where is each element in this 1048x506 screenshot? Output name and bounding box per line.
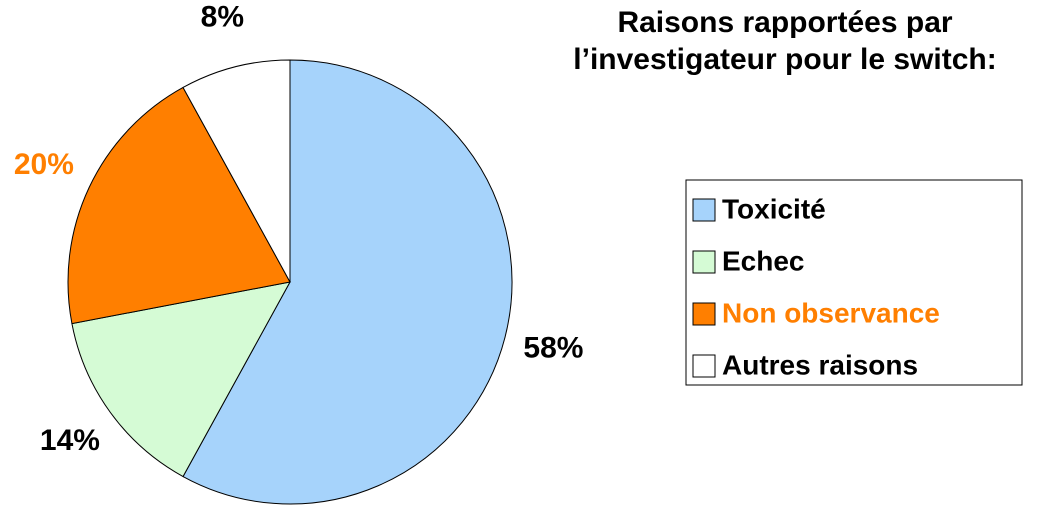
data-label: 20% <box>14 148 74 181</box>
legend-label: Echec <box>722 245 805 276</box>
legend-swatch <box>692 302 716 326</box>
pie-slice <box>182 59 291 283</box>
chart-title: Raisons rapportées par l’investigateur p… <box>573 6 997 76</box>
legend-swatch <box>692 354 716 378</box>
legend-swatch <box>692 198 716 222</box>
data-label: 58% <box>523 332 583 365</box>
legend-label: Non observance <box>722 297 940 328</box>
pie-slice <box>182 59 513 505</box>
data-label: 8% <box>201 0 244 33</box>
pie-slice <box>71 281 291 478</box>
legend-label: Toxicité <box>722 193 826 224</box>
legend-box <box>685 179 1023 386</box>
legend-label: Autres raisons <box>722 349 918 380</box>
legend-swatch <box>692 250 716 274</box>
data-label: 14% <box>40 424 100 457</box>
pie-slice <box>67 86 291 325</box>
